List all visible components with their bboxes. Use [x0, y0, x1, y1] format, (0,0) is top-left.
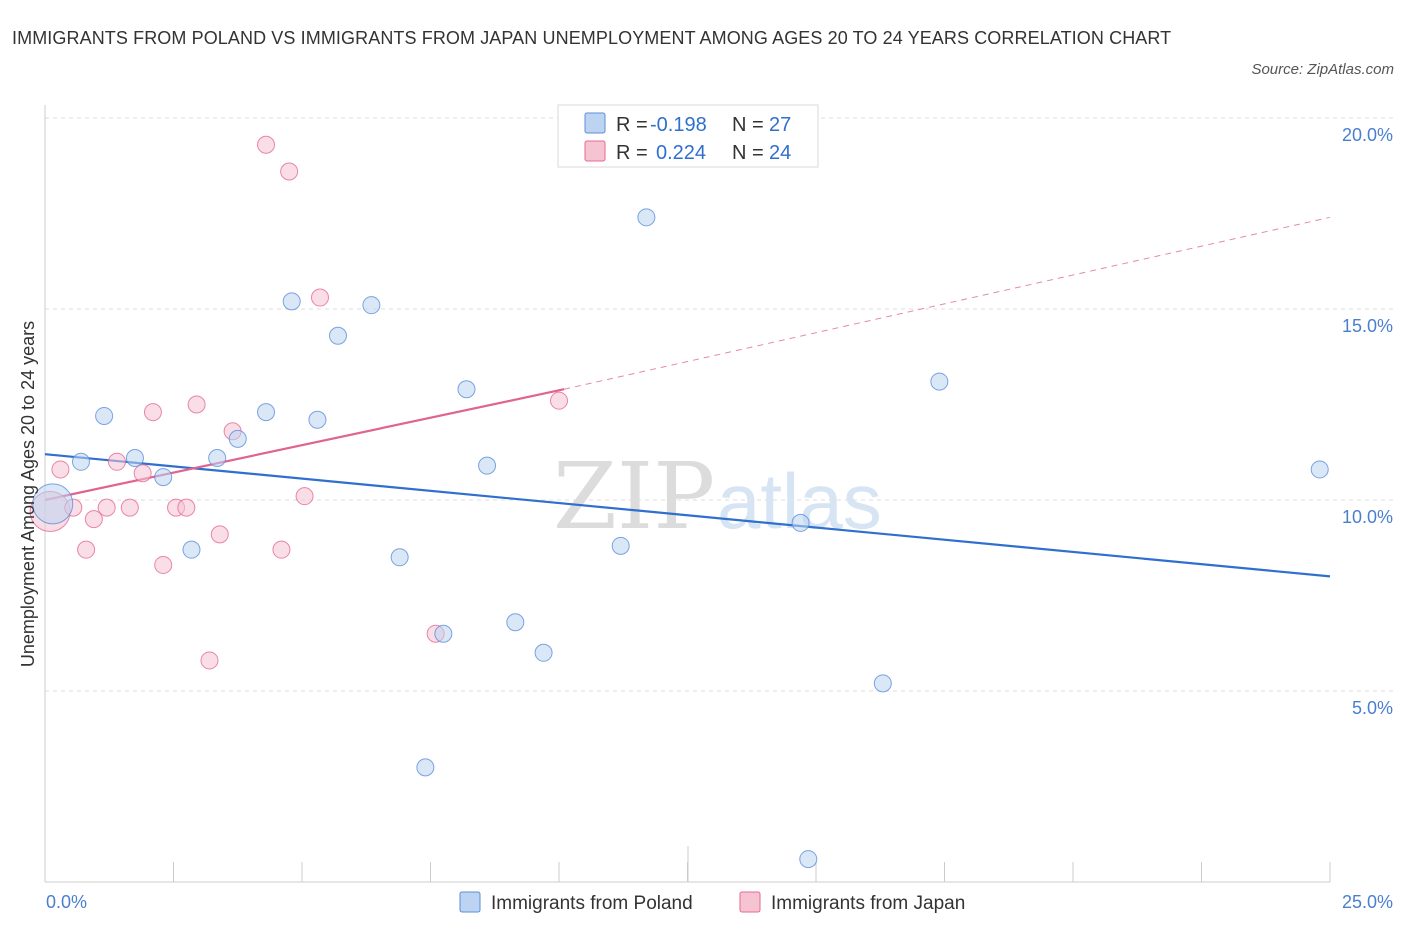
series-label-japan: Immigrants from Japan [771, 893, 965, 914]
point-japan [550, 391, 568, 410]
point-poland [308, 410, 327, 429]
point-poland [328, 326, 347, 345]
trend-lines [44, 216, 1331, 578]
point-japan [133, 464, 152, 483]
y-tick-label: 15.0% [1342, 316, 1393, 336]
point-japan [84, 510, 103, 529]
y-tick-labels: 20.0% 15.0% 10.0% 5.0% [1342, 125, 1393, 718]
point-poland [478, 456, 497, 475]
point-poland [611, 536, 630, 555]
point-poland [257, 403, 276, 422]
point-poland [637, 208, 656, 227]
point-poland [1310, 460, 1329, 479]
legend-swatch-japan [584, 140, 606, 162]
point-japan [143, 403, 162, 422]
point-poland [362, 296, 381, 315]
point-japan [107, 452, 126, 471]
series-swatch-japan [739, 891, 761, 913]
chart-title: IMMIGRANTS FROM POLAND VS IMMIGRANTS FRO… [12, 28, 1172, 48]
legend-n-value-japan: 24 [769, 142, 791, 164]
y-tick-label: 5.0% [1352, 698, 1393, 718]
point-poland [799, 850, 818, 869]
trend-line-japan [44, 388, 565, 502]
point-poland [154, 468, 173, 487]
point-japan [257, 135, 276, 154]
legend-r-value-japan: 0.224 [656, 142, 706, 164]
point-poland [416, 758, 435, 777]
point-poland [534, 643, 553, 662]
legend-r-label-japan: R = [616, 142, 648, 164]
point-poland [228, 429, 247, 448]
point-japan [154, 555, 173, 574]
point-japan [187, 395, 206, 414]
series-legend: Immigrants from Poland Immigrants from J… [459, 891, 965, 914]
x-tick-label: 0.0% [46, 892, 87, 912]
grid-lines [45, 117, 1394, 692]
data-points [29, 135, 1329, 869]
legend-r-label-poland: R = [616, 114, 648, 136]
point-poland [457, 380, 476, 399]
legend-n-label-japan: N = [732, 142, 764, 164]
y-axis-label: Unemployment Among Ages 20 to 24 years [18, 321, 38, 667]
point-japan [97, 498, 116, 517]
legend-n-value-poland: 27 [769, 114, 791, 136]
y-tick-label: 10.0% [1342, 507, 1393, 527]
legend-r-value-poland: -0.198 [650, 114, 707, 136]
y-tick-label: 20.0% [1342, 125, 1393, 145]
point-japan [272, 540, 291, 559]
point-japan [210, 525, 229, 544]
trend-line-poland [44, 453, 1331, 578]
point-poland [182, 540, 201, 559]
point-japan [295, 487, 314, 506]
x-tick-labels: 0.0% 25.0% [46, 892, 1393, 912]
x-tick-label: 25.0% [1342, 892, 1393, 912]
chart-source: Source: ZipAtlas.com [1251, 61, 1394, 78]
point-poland [71, 452, 90, 471]
series-swatch-poland [459, 891, 481, 913]
point-poland [282, 292, 301, 311]
watermark-zip: ZIP [553, 443, 715, 550]
point-poland [506, 613, 525, 632]
point-japan [177, 498, 196, 517]
legend-n-label-poland: N = [732, 114, 764, 136]
point-poland [791, 513, 810, 532]
point-poland [930, 372, 949, 391]
point-poland [95, 406, 114, 425]
watermark: ZIP atlas [553, 443, 882, 550]
point-japan [310, 288, 329, 307]
correlation-legend: R = -0.198 N = 27 R = 0.224 N = 24 [557, 104, 819, 168]
point-poland [873, 674, 892, 693]
legend-swatch-poland [584, 112, 606, 134]
point-japan [51, 460, 70, 479]
point-japan [120, 498, 139, 517]
point-poland [32, 483, 74, 525]
point-poland [125, 448, 144, 467]
point-japan [280, 162, 299, 181]
point-japan [77, 540, 96, 559]
point-poland [208, 448, 227, 467]
point-poland [390, 548, 409, 567]
point-poland [434, 624, 453, 643]
trend-line-japan-extension [564, 216, 1331, 390]
series-label-poland: Immigrants from Poland [491, 893, 693, 914]
point-japan [200, 651, 219, 670]
